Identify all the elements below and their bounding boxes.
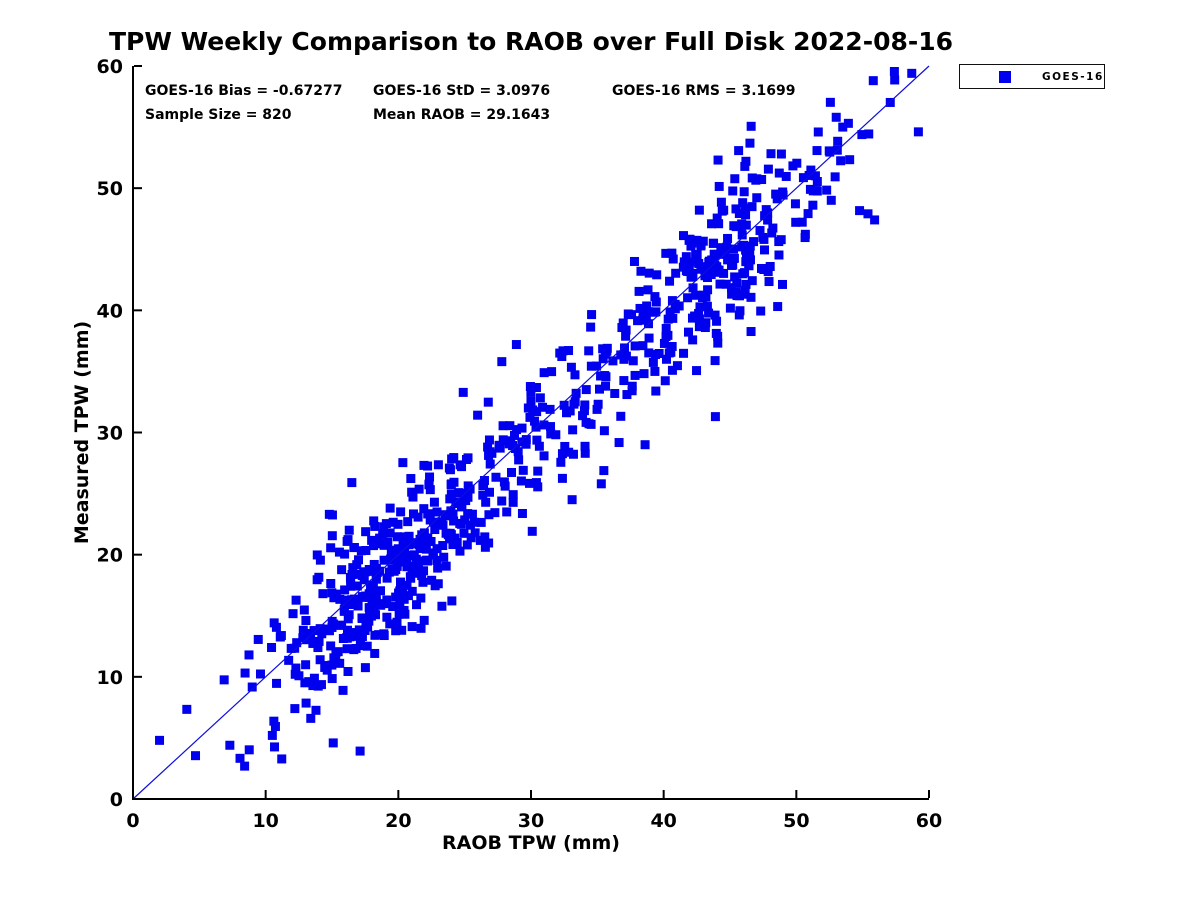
axis-labels: RAOB TPW (mm) Measured TPW (mm) xyxy=(71,321,620,854)
stat-bias: GOES-16 Bias = -0.67277 xyxy=(145,83,343,99)
legend-marker-square-icon xyxy=(999,70,1011,83)
x-tick-label: 0 xyxy=(126,810,139,832)
y-tick-label: 0 xyxy=(110,789,123,811)
stat-std: GOES-16 StD = 3.0976 xyxy=(373,83,551,99)
x-tick-label: 30 xyxy=(518,810,544,832)
x-tick-label: 10 xyxy=(252,810,278,832)
identity-line xyxy=(132,65,930,800)
y-tick-label: 60 xyxy=(97,56,123,78)
legend: GOES-16 xyxy=(959,64,1105,89)
axes xyxy=(132,65,930,800)
y-tick-label: 20 xyxy=(97,545,123,567)
x-axis-title: RAOB TPW (mm) xyxy=(442,832,620,854)
stat-mean-raob: Mean RAOB = 29.1643 xyxy=(373,107,551,123)
x-tick-label: 60 xyxy=(916,810,942,832)
chart-title: TPW Weekly Comparison to RAOB over Full … xyxy=(108,27,954,56)
y-tick-label: 40 xyxy=(97,300,123,322)
x-tick-label: 50 xyxy=(783,810,809,832)
stat-sample-size: Sample Size = 820 xyxy=(145,107,292,123)
y-axis-title: Measured TPW (mm) xyxy=(71,321,93,544)
legend-label: GOES-16 xyxy=(1042,70,1104,83)
x-tick-label: 40 xyxy=(650,810,676,832)
tick-labels: 0 10 20 30 40 50 60 0 10 20 30 40 50 60 xyxy=(97,56,943,832)
scatter-points xyxy=(155,66,923,771)
y-tick-label: 10 xyxy=(97,667,123,689)
y-tick-label: 50 xyxy=(97,178,123,200)
stat-rms: GOES-16 RMS = 3.1699 xyxy=(612,83,796,99)
y-tick-label: 30 xyxy=(97,423,123,445)
x-tick-label: 20 xyxy=(385,810,411,832)
